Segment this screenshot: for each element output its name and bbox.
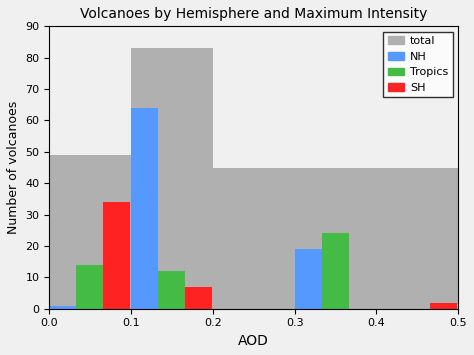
Y-axis label: Number of volcanoes: Number of volcanoes <box>7 101 20 234</box>
Bar <box>322 234 349 309</box>
Bar <box>131 48 213 309</box>
Bar <box>295 168 376 309</box>
Bar <box>213 168 295 309</box>
Bar <box>103 202 130 309</box>
Bar <box>295 249 322 309</box>
X-axis label: AOD: AOD <box>238 334 269 348</box>
Bar <box>131 108 158 309</box>
Bar <box>49 155 131 309</box>
Bar <box>376 168 458 309</box>
Bar <box>76 265 103 309</box>
Bar <box>158 271 185 309</box>
Bar <box>430 302 457 309</box>
Title: Volcanoes by Hemisphere and Maximum Intensity: Volcanoes by Hemisphere and Maximum Inte… <box>80 7 428 21</box>
Bar <box>185 287 212 309</box>
Bar <box>49 306 76 309</box>
Legend: total, NH, Tropics, SH: total, NH, Tropics, SH <box>383 32 453 97</box>
